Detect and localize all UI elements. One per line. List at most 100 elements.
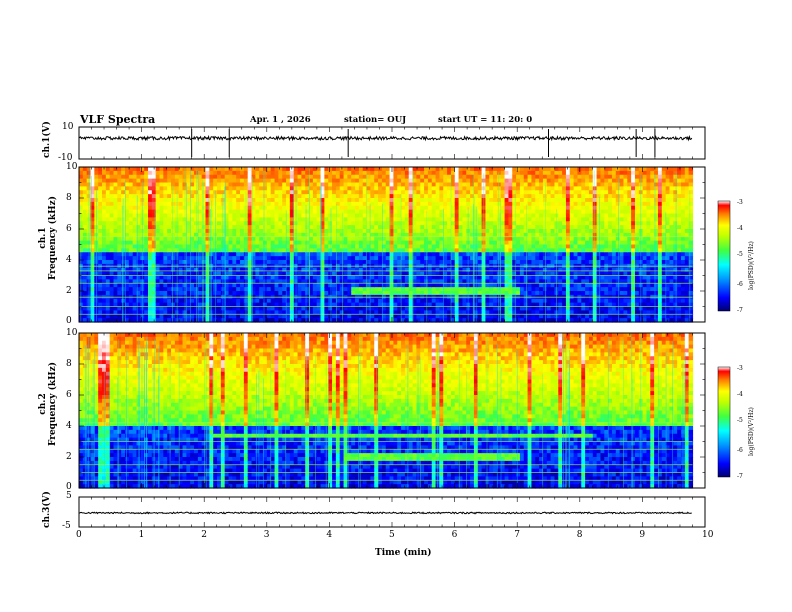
spec-cell — [151, 314, 157, 319]
spec-cell — [305, 167, 310, 172]
spec-cell — [190, 213, 195, 218]
spec-cell — [274, 279, 279, 284]
spec-cell — [500, 279, 506, 284]
spec-cell — [190, 221, 195, 226]
spec-cell — [512, 201, 517, 207]
spec-cell — [159, 201, 164, 207]
spec-cell — [128, 190, 134, 195]
spec-cell — [397, 174, 402, 180]
spec-cell — [477, 252, 483, 257]
spec-cell — [443, 240, 448, 246]
spec-cell — [443, 167, 448, 172]
spec-cell — [427, 306, 433, 311]
spec-cell — [401, 314, 406, 319]
spec-cell — [519, 213, 525, 218]
spec-cell — [381, 287, 387, 292]
spec-cell — [335, 287, 341, 292]
spec-cell — [155, 310, 161, 315]
spec-cell — [178, 174, 184, 180]
spec-cell — [519, 252, 525, 257]
spec-cell — [259, 174, 264, 180]
spec-cell — [305, 205, 310, 211]
spec-cell — [236, 232, 241, 238]
spec-cell — [316, 236, 322, 242]
spec-cell — [125, 194, 130, 199]
spec-cell — [278, 198, 283, 203]
spec-cell — [485, 198, 490, 203]
spec-cell — [159, 256, 164, 261]
spec-cell — [278, 244, 283, 249]
spec-cell — [527, 217, 533, 222]
spec-cell — [79, 186, 84, 191]
spec-cell — [259, 198, 264, 203]
spec-cell — [489, 283, 494, 288]
spec-cell — [431, 178, 437, 184]
spec-cell — [516, 260, 521, 265]
spec-cell — [278, 279, 283, 284]
spec-cell — [320, 194, 325, 199]
spec-cell — [174, 170, 180, 176]
spec-cell — [393, 240, 398, 246]
spec-cell — [286, 279, 291, 284]
spec-cell — [136, 252, 141, 257]
spec-cell — [424, 190, 429, 195]
spec-cell — [128, 252, 134, 257]
spec-cell — [159, 236, 164, 242]
spec-cell — [320, 198, 325, 203]
spec-cell — [335, 174, 341, 180]
spec-cell — [82, 217, 88, 222]
spec-cell — [485, 194, 490, 199]
spec-cell — [105, 213, 111, 218]
spec-cell — [466, 170, 471, 176]
spec-cell — [466, 256, 471, 261]
spec-cell — [381, 232, 387, 238]
spec-cell — [420, 302, 425, 308]
spec-cell — [316, 225, 322, 230]
spec-cell — [151, 291, 157, 296]
spec-cell — [205, 310, 210, 315]
spec-cell — [523, 248, 529, 253]
spec-cell — [397, 178, 402, 184]
spec-cell — [266, 256, 272, 261]
spec-cell — [477, 198, 483, 203]
spec-cell — [178, 248, 184, 253]
spec-cell — [289, 267, 295, 273]
spec-cell — [251, 256, 256, 261]
spec-cell — [489, 201, 494, 207]
spec-cell — [217, 205, 222, 211]
spec-cell — [389, 260, 394, 265]
spec-cell — [531, 182, 536, 187]
spec-cell — [186, 287, 191, 292]
spec-cell — [366, 186, 371, 191]
spec-cell — [458, 170, 464, 176]
spec-cell — [393, 170, 398, 176]
spec-cell — [79, 182, 84, 187]
spec-cell — [240, 209, 245, 215]
spec-cell — [217, 174, 222, 180]
spec-cell — [477, 236, 483, 242]
spec-cell — [378, 283, 383, 288]
spec-cell — [251, 310, 256, 315]
spec-cell — [186, 225, 191, 230]
spec-cell — [546, 271, 552, 277]
spec-cell — [320, 267, 325, 273]
spec-cell — [447, 244, 452, 249]
spec-cell — [531, 213, 536, 218]
spec-cell — [324, 217, 329, 222]
spec-cell — [270, 275, 276, 280]
spec-cell — [128, 174, 134, 180]
spec-cell — [397, 198, 402, 203]
spec-cell — [263, 170, 268, 176]
spec-cell — [447, 310, 452, 315]
spec-cell — [512, 279, 517, 284]
spec-cell — [408, 314, 414, 319]
spec-cell — [132, 178, 138, 184]
spec-cell — [378, 302, 383, 308]
spec-cell — [171, 240, 176, 246]
spec-cell — [240, 194, 245, 199]
spec-cell — [447, 271, 452, 277]
spec-cell — [546, 314, 552, 319]
spec-cell — [347, 170, 352, 176]
spec-cell — [500, 283, 506, 288]
spec-cell — [527, 267, 533, 273]
